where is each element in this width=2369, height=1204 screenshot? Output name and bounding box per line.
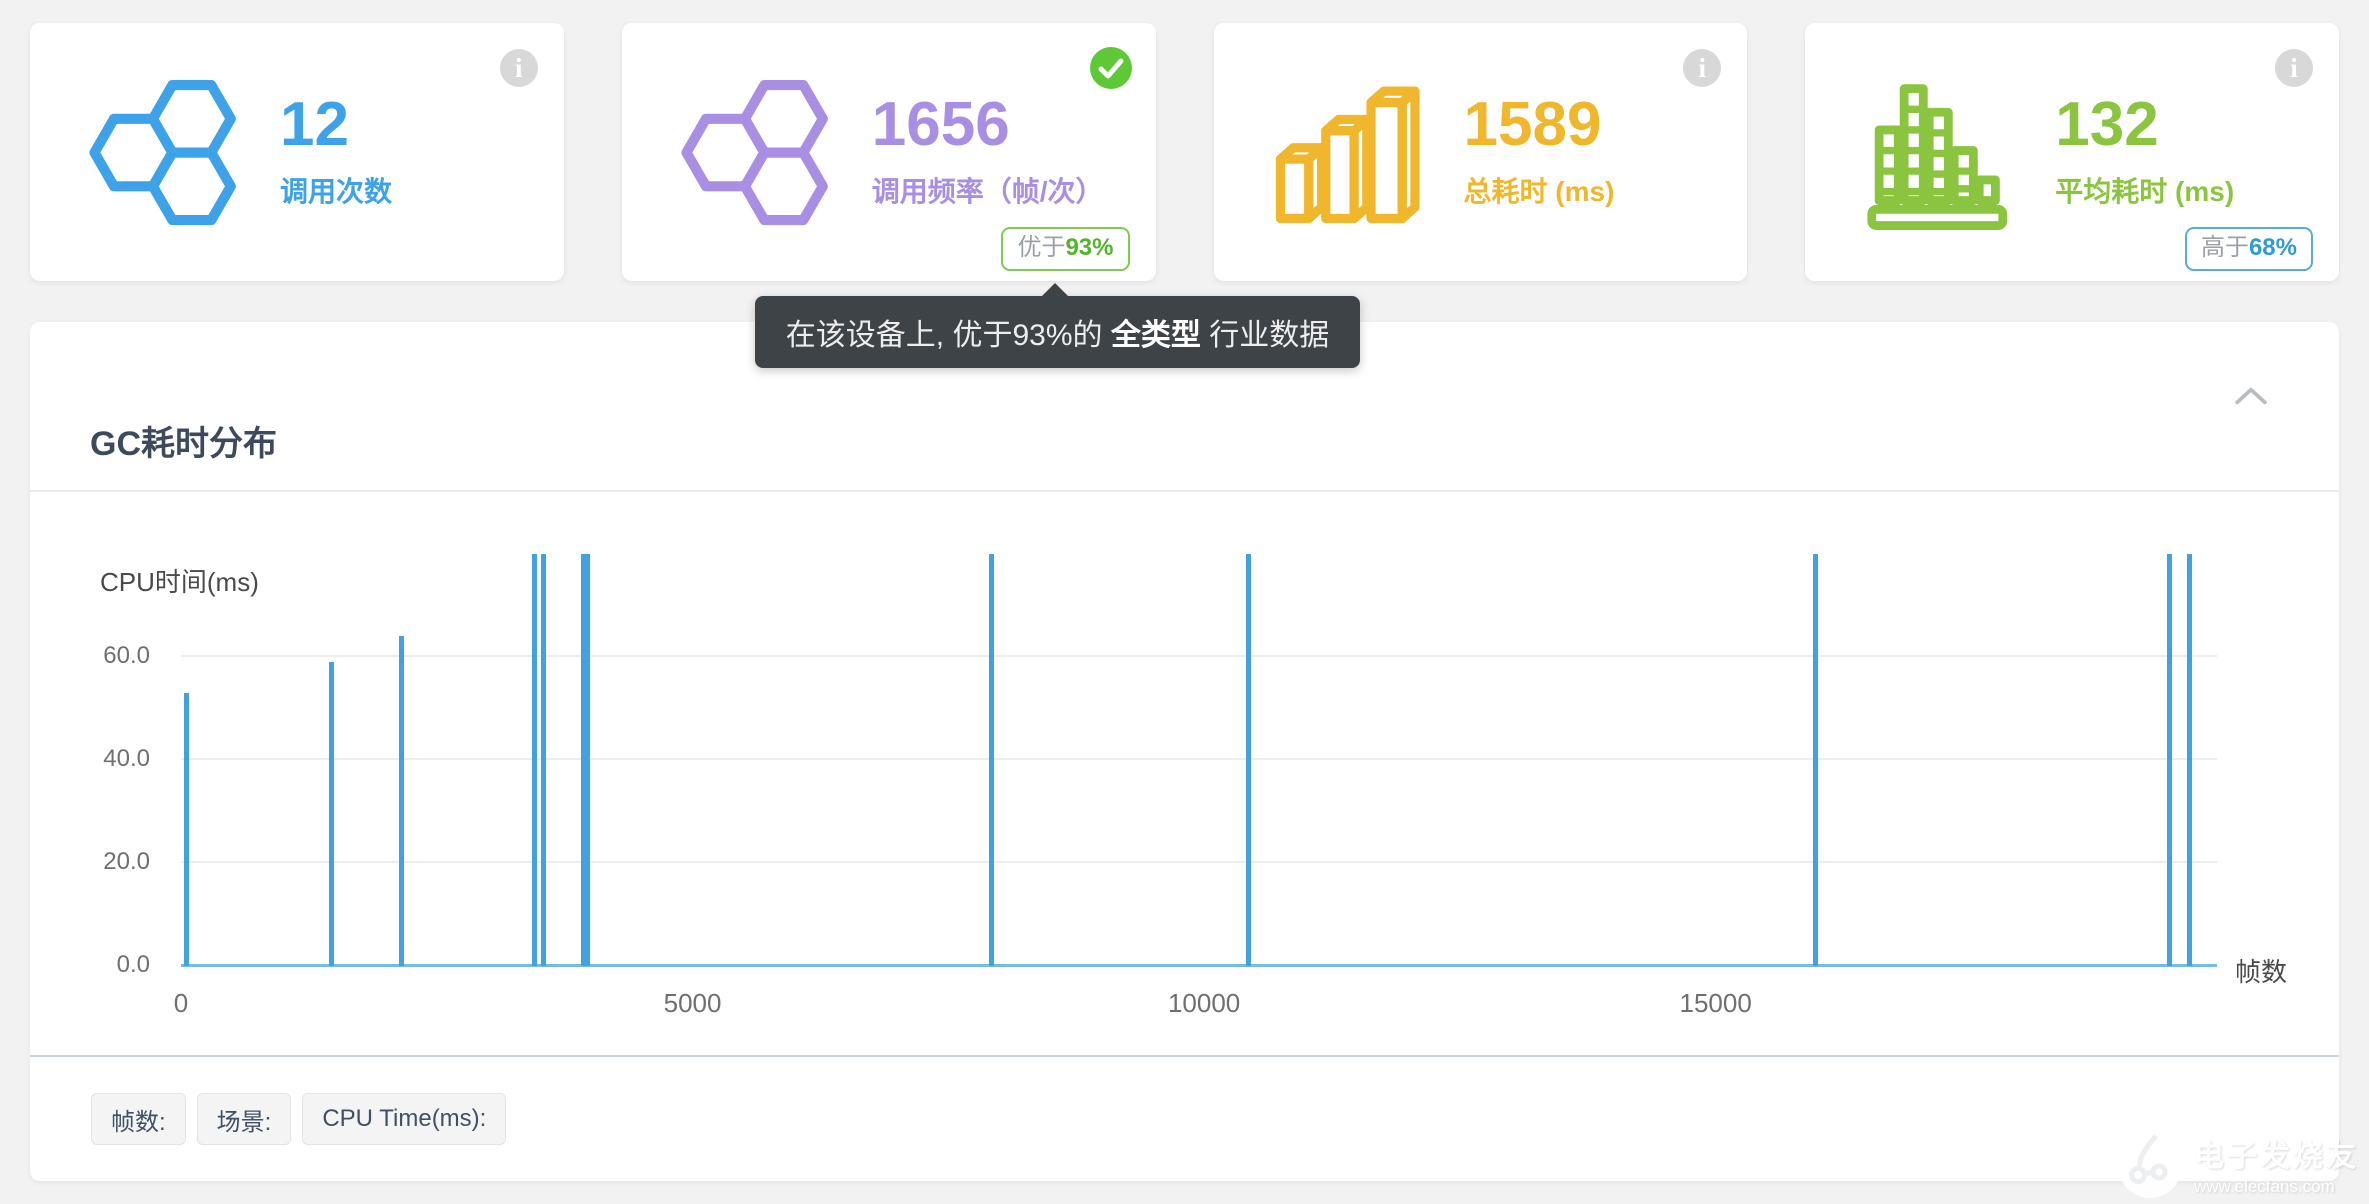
stat-label: 调用次数: [280, 176, 393, 207]
data-spike[interactable]: [2186, 554, 2192, 966]
stat-card-avg-time: i 132 平均耗时 (ms): [1805, 23, 2339, 281]
cpu-time-filter-button[interactable]: CPU Time(ms):: [302, 1093, 507, 1145]
watermark-url: www.elecfans.com: [2194, 1177, 2335, 1196]
y-tick-label: 20.0: [103, 848, 150, 875]
chevron-up-icon[interactable]: [2235, 386, 2267, 406]
benchmark-tooltip: 在该设备上, 优于93%的 全类型 行业数据: [755, 283, 1360, 368]
y-tick-label: 60.0: [103, 642, 150, 669]
x-tick-label: 0: [173, 988, 189, 1018]
histogram-icon: [1863, 74, 2013, 230]
tooltip-text-after: 行业数据: [1200, 319, 1330, 352]
bars-3d-icon: [1272, 74, 1422, 230]
data-spike[interactable]: [2167, 554, 2173, 966]
panel-title: GC耗时分布: [90, 425, 277, 463]
gridline: [181, 655, 2217, 657]
info-icon[interactable]: i: [499, 49, 538, 87]
stat-label: 平均耗时 (ms): [2055, 176, 2235, 207]
y-axis-title: CPU时间(ms): [100, 567, 259, 597]
stat-label: 调用频率（帧/次）: [871, 176, 1104, 207]
watermark: 电子发烧友 www.elecfans.com: [2114, 1128, 2359, 1200]
data-spike[interactable]: [1245, 554, 1251, 966]
y-tick-label: 40.0: [103, 745, 150, 772]
data-spike[interactable]: [580, 554, 586, 966]
tooltip-arrow: [1041, 283, 1069, 297]
benchmark-badge[interactable]: 高于68%: [2184, 227, 2313, 271]
data-spike[interactable]: [183, 693, 189, 966]
data-spike[interactable]: [532, 554, 538, 966]
badge-value: 68%: [2248, 234, 2297, 261]
panel-footer: 帧数: 场景: CPU Time(ms):: [30, 1055, 2339, 1181]
data-spike[interactable]: [584, 554, 590, 966]
stat-value: 1656: [871, 90, 1010, 159]
stat-cards-row: i 12 调用次数: [30, 23, 2339, 281]
gc-distribution-panel: GC耗时分布 CPU时间(ms) 0.0 20.0 40.0 60.0 0 5000 10…: [30, 322, 2339, 1181]
scene-filter-button[interactable]: 场景:: [196, 1093, 292, 1145]
y-tick-label: 0.0: [116, 951, 150, 978]
badge-prefix: 优于: [1017, 234, 1066, 261]
x-axis-line: [181, 964, 2217, 967]
stat-value: 1589: [1463, 90, 1602, 159]
data-spike[interactable]: [540, 554, 546, 966]
x-tick-label: 5000: [663, 988, 722, 1018]
watermark-title: 电子发烧友: [2194, 1140, 2359, 1173]
x-axis-title: 帧数: [2235, 957, 2288, 987]
badge-prefix: 高于: [2200, 234, 2249, 261]
info-icon[interactable]: i: [1683, 49, 1722, 87]
benchmark-badge[interactable]: 优于93%: [1001, 227, 1130, 271]
gridline: [181, 758, 2217, 760]
stat-card-call-frequency: 1656 调用频率（帧/次） 优于93%: [621, 23, 1156, 281]
info-icon[interactable]: i: [2275, 49, 2313, 87]
stat-label: 总耗时 (ms): [1463, 176, 1615, 207]
x-axis-labels: 0 5000 10000 15000: [174, 988, 2217, 1024]
hexagons-icon: [88, 74, 238, 230]
elecfans-logo-icon: [2114, 1128, 2186, 1200]
chart-plot: [181, 554, 2217, 967]
badge-value: 93%: [1065, 234, 1114, 261]
stat-value: 132: [2055, 90, 2159, 159]
stat-card-total-time: i 1589: [1213, 23, 1748, 281]
panel-header: GC耗时分布: [30, 322, 2339, 492]
tooltip-text: 在该设备上, 优于93%的: [785, 319, 1111, 352]
stat-card-call-count: i 12 调用次数: [30, 23, 564, 281]
data-spike[interactable]: [988, 554, 994, 966]
data-spike[interactable]: [1813, 554, 1819, 966]
x-tick-label: 15000: [1679, 988, 1752, 1018]
tooltip-text-strong: 全类型: [1110, 319, 1201, 352]
check-circle-icon[interactable]: [1089, 47, 1132, 89]
hexagons-icon: [680, 74, 830, 230]
stat-value: 12: [280, 90, 349, 159]
y-axis-labels: 0.0 20.0 40.0 60.0: [60, 554, 150, 978]
x-tick-label: 10000: [1167, 988, 1241, 1018]
data-spike[interactable]: [399, 636, 405, 966]
frames-filter-button[interactable]: 帧数:: [91, 1093, 186, 1145]
gridline: [181, 861, 2217, 863]
data-spike[interactable]: [328, 662, 334, 966]
chart-area: CPU时间(ms) 0.0 20.0 40.0 60.0 0 5000 10000 1500…: [30, 322, 2339, 1055]
